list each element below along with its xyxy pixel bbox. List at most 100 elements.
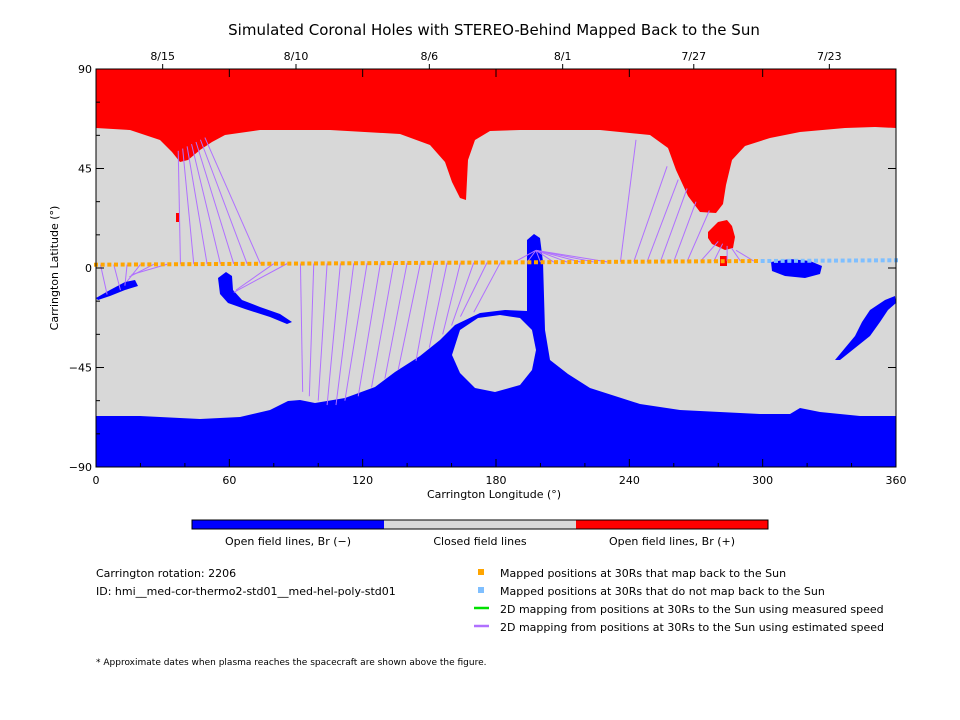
mapped-point	[240, 261, 245, 266]
mapped-point	[520, 260, 525, 265]
field-line	[186, 146, 208, 265]
mapped-point	[614, 259, 618, 264]
unmapped-point	[887, 258, 892, 263]
unmapped-point	[774, 258, 778, 263]
date-label: 8/15	[150, 50, 175, 63]
x-tick-label: 60	[222, 474, 236, 487]
field-line	[99, 264, 108, 295]
legend-swatch	[478, 587, 484, 593]
field-line	[619, 139, 637, 262]
field-line	[731, 247, 741, 262]
mapped-point	[127, 262, 132, 267]
mapped-point	[307, 261, 312, 266]
colorbar-frame	[191, 519, 769, 530]
mapped-point	[167, 262, 172, 267]
mapped-point	[380, 261, 385, 266]
mapped-point	[627, 259, 632, 264]
field-line	[124, 264, 128, 286]
mapped-point	[327, 261, 332, 266]
mapped-point	[340, 261, 345, 266]
date-label: 8/1	[554, 50, 572, 63]
field-line	[113, 264, 121, 291]
field-line	[459, 262, 488, 317]
mapped-point	[494, 260, 498, 265]
mapped-point	[654, 259, 658, 264]
mapped-point	[647, 259, 652, 264]
mapped-point	[754, 259, 758, 264]
mapped-point	[620, 259, 625, 264]
mapped-point	[120, 262, 125, 267]
field-line	[344, 263, 368, 401]
mapped-point	[347, 261, 352, 266]
mapped-point	[160, 262, 165, 267]
mapped-point	[267, 261, 272, 266]
colorbar-label: Open field lines, Br (+)	[609, 535, 735, 548]
legend-swatch	[478, 569, 484, 575]
mapped-point	[607, 259, 612, 264]
footnote: * Approximate dates when plasma reaches …	[96, 658, 487, 668]
x-tick-label: 0	[93, 474, 100, 487]
negative-hole-patch-east	[771, 259, 822, 278]
colorbar-segment	[576, 520, 768, 529]
mapped-point	[414, 260, 418, 265]
mapped-point	[407, 260, 412, 265]
mapped-point	[274, 261, 278, 266]
mapped-point	[687, 259, 692, 264]
mapped-point	[600, 259, 605, 264]
mapped-point	[220, 261, 225, 266]
unmapped-point	[880, 258, 885, 263]
chart-title: Simulated Coronal Holes with STEREO-Behi…	[228, 21, 760, 39]
mapped-point	[107, 262, 112, 267]
negative-hole-strip	[218, 272, 292, 324]
mapped-point	[294, 261, 298, 266]
field-line	[199, 139, 248, 265]
field-line	[204, 137, 261, 264]
mapped-point	[147, 262, 152, 267]
unmapped-point	[794, 258, 798, 263]
mapped-point	[180, 262, 185, 267]
legend-label: 2D mapping from positions at 30Rs to the…	[500, 603, 884, 616]
unmapped-point	[760, 258, 765, 263]
unmapped-point	[834, 258, 838, 263]
x-tick-label: 240	[619, 474, 640, 487]
field-line	[299, 263, 304, 392]
field-line	[233, 263, 288, 293]
field-line	[182, 148, 195, 265]
mapped-point	[460, 260, 465, 265]
mapped-point	[734, 259, 738, 264]
mapped-point	[660, 259, 665, 264]
unmapped-point	[874, 258, 878, 263]
field-line	[428, 262, 448, 348]
field-line	[371, 262, 395, 388]
mapped-point	[487, 260, 492, 265]
field-line	[177, 150, 181, 265]
mapped-point	[447, 260, 452, 265]
field-line	[415, 262, 435, 361]
plot-area	[94, 68, 898, 468]
mapped-point	[700, 259, 705, 264]
mapped-point	[200, 262, 205, 267]
mapped-point	[434, 260, 438, 265]
y-tick-label: −90	[69, 461, 92, 474]
mapped-point	[367, 261, 372, 266]
mapped-point	[467, 260, 472, 265]
mapped-point	[587, 259, 592, 264]
field-line	[535, 250, 541, 263]
mapped-point	[214, 262, 218, 267]
mapped-point	[534, 260, 538, 265]
date-label: 7/23	[817, 50, 842, 63]
model-id-label: ID: hmi__med-cor-thermo2-std01__med-hel-…	[96, 585, 396, 598]
mapped-point	[394, 261, 398, 266]
field-line	[384, 262, 408, 379]
mapped-point	[154, 262, 158, 267]
field-line	[633, 166, 668, 262]
mapped-point	[554, 260, 558, 265]
field-line	[335, 263, 355, 406]
unmapped-point	[807, 258, 812, 263]
mapped-point	[207, 262, 212, 267]
carrington-rotation-label: Carrington rotation: 2206	[96, 567, 236, 580]
mapped-point	[254, 261, 258, 266]
mapped-point	[680, 259, 685, 264]
positive-hole-sliver	[176, 213, 179, 222]
date-label: 8/10	[284, 50, 309, 63]
